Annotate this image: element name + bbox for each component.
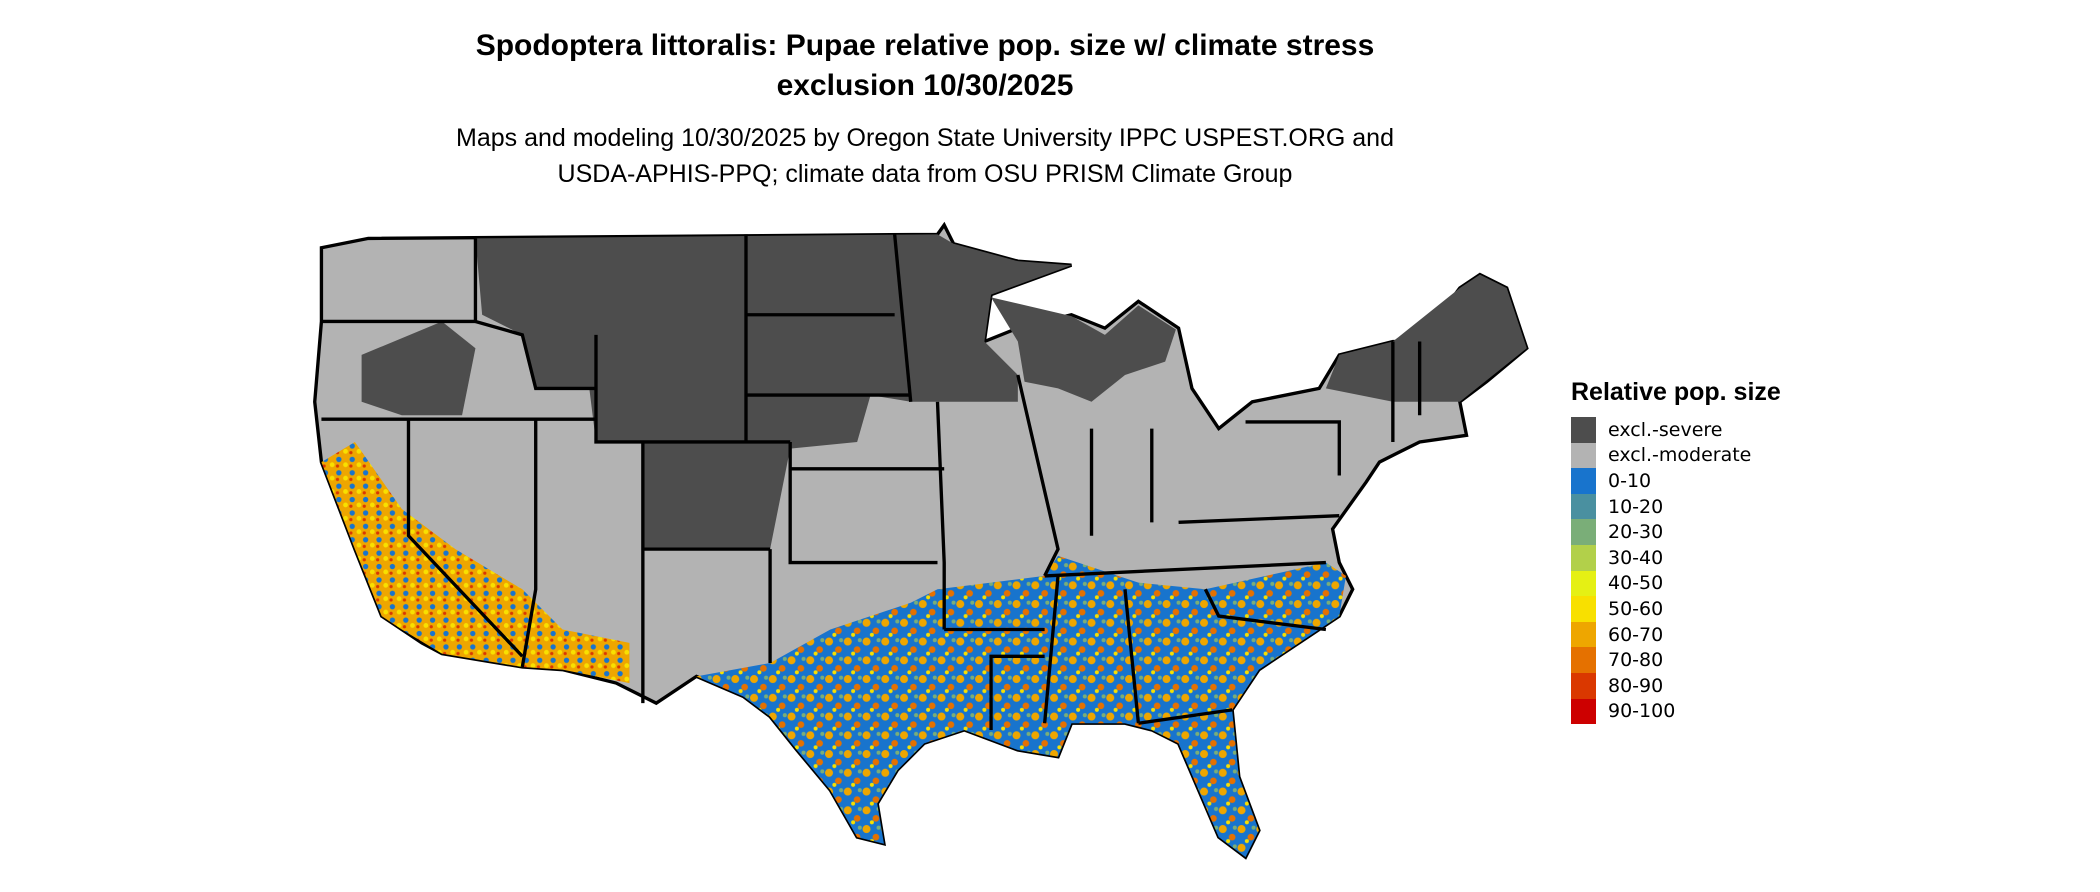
legend-item: 20-30 [1571,519,1781,545]
severe-exclusion-northwest [361,321,476,416]
legend-swatch [1571,570,1596,597]
legend-title: Relative pop. size [1571,378,1781,406]
legend-swatch [1571,698,1596,725]
title-line-2: exclusion 10/30/2025 [776,69,1074,102]
title-line-1: Spodoptera littoralis: Pupae relative po… [475,29,1375,62]
legend-item: 10-20 [1571,493,1781,520]
legend-item: 80-90 [1571,672,1781,699]
map-title: Spodoptera littoralis: Pupae relative po… [0,26,1850,106]
legend-item: 30-40 [1571,544,1781,571]
suitable-zone-southwest [321,441,630,684]
suitable-zone-south [696,555,1346,858]
legend-label: 60-70 [1608,623,1664,646]
legend-label: 30-40 [1608,546,1664,569]
legend-item: excl.-severe [1571,417,1781,443]
legend-item: 60-70 [1571,621,1781,648]
legend-label: 80-90 [1608,674,1664,697]
legend-swatch [1571,621,1596,648]
state-borders [321,234,1422,730]
legend-item: excl.-moderate [1571,442,1781,469]
legend-item: 90-100 [1571,698,1781,725]
legend-label: 90-100 [1608,700,1676,723]
legend-swatch [1571,442,1596,469]
legend-swatch [1571,672,1596,699]
legend: Relative pop. size excl.-severe excl.-mod… [1571,378,1781,725]
legend-item: 50-60 [1571,596,1781,622]
legend-swatch [1571,468,1596,494]
legend-label: 20-30 [1608,521,1664,544]
subtitle-line-2: USDA-APHIS-PPQ; climate data from OSU PR… [557,160,1293,188]
legend-items: excl.-severe excl.-moderate 0-10 10-20 20-30… [1571,417,1781,725]
legend-swatch [1571,519,1596,545]
legend-swatch [1571,544,1596,571]
legend-swatch [1571,493,1596,520]
severe-exclusion-north [475,234,1072,550]
severe-exclusion-new-england [1325,274,1527,402]
legend-label: 70-80 [1608,649,1664,672]
subtitle-line-1: Maps and modeling 10/30/2025 by Oregon S… [456,124,1394,152]
legend-label: excl.-severe [1608,418,1723,441]
legend-swatch [1571,417,1596,443]
legend-label: 10-20 [1608,495,1664,518]
legend-label: 40-50 [1608,572,1664,595]
legend-label: 0-10 [1608,469,1652,492]
map-subtitle: Maps and modeling 10/30/2025 by Oregon S… [0,120,1850,192]
legend-item: 0-10 [1571,468,1781,494]
legend-swatch [1571,647,1596,673]
legend-item: 70-80 [1571,647,1781,673]
legend-label: 50-60 [1608,597,1664,620]
legend-swatch [1571,596,1596,622]
legend-item: 40-50 [1571,570,1781,597]
severe-exclusion-wisconsin-michigan [991,297,1176,402]
legend-label: excl.-moderate [1608,444,1752,467]
